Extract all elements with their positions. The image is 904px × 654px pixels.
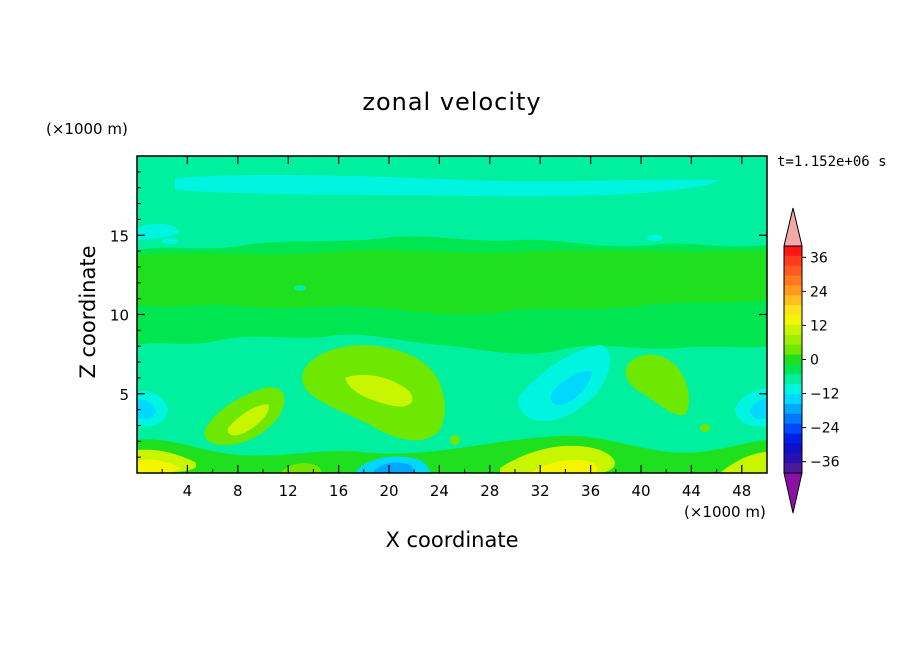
contour-left-jet-core	[227, 404, 269, 436]
colorbar-label: 0	[810, 353, 819, 369]
contour-left-negative-core	[137, 399, 156, 420]
colorbar-swatch	[784, 384, 802, 395]
x-tick-label: 20	[379, 482, 398, 500]
contour-upper-cyan-left	[137, 223, 180, 240]
x-tick-label: 36	[581, 482, 600, 500]
x-tick-label: 40	[631, 482, 650, 500]
x-tick-label: 28	[480, 482, 499, 500]
x-tick-label: 16	[329, 482, 348, 500]
contour-speck	[450, 435, 460, 445]
colorbar: 36 24 12 0 −12 −24 −36	[783, 207, 840, 514]
contour-speck	[700, 424, 710, 432]
colorbar-swatch	[784, 246, 802, 257]
y-tick-label: 10	[110, 307, 129, 325]
colorbar-swatch	[784, 403, 802, 415]
contour-mid-band	[137, 250, 767, 315]
y-tick-label: 15	[110, 227, 129, 245]
colorbar-swatch	[784, 413, 802, 425]
contour-bottom-negative-core	[372, 462, 414, 473]
colorbar-swatch	[784, 364, 802, 375]
colorbar-label: 24	[810, 284, 828, 300]
contour-speck	[162, 238, 178, 244]
x-ticks: 4 8 12 16 20 24 28 32 36 40 44 48	[161, 156, 751, 500]
colorbar-swatch	[784, 394, 802, 405]
colorbar-extend-bottom	[783, 472, 803, 514]
y-unit-label: (×1000 m)	[46, 120, 128, 138]
colorbar-swatch	[784, 324, 802, 336]
x-tick-label: 12	[279, 482, 298, 500]
contour-bottom-left-positive-core	[137, 459, 180, 473]
colorbar-swatch	[784, 433, 802, 444]
contour-right-edge-negative-core	[750, 398, 767, 420]
colorbar-swatch	[784, 463, 802, 474]
contour-speck	[647, 235, 663, 241]
x-tick-label: 4	[183, 482, 193, 500]
colorbar-label: 12	[810, 318, 828, 334]
colorbar-swatch	[784, 423, 802, 435]
contour-right-negative-core	[550, 371, 592, 406]
colorbar-swatch	[784, 453, 802, 464]
colorbar-swatch	[784, 265, 802, 277]
y-tick-label: 5	[119, 386, 129, 404]
colorbar-swatch	[784, 344, 802, 356]
contour-speck	[294, 285, 306, 291]
x-axis-label: X coordinate	[385, 528, 519, 552]
contour-bottom-right-core	[530, 459, 598, 473]
colorbar-swatch	[784, 443, 802, 454]
colorbar-swatch	[784, 334, 802, 346]
x-unit-label: (×1000 m)	[684, 503, 766, 521]
colorbar-label: 36	[810, 250, 828, 266]
x-tick-label: 32	[531, 482, 550, 500]
contour-right-positive	[625, 354, 690, 416]
colorbar-swatch	[784, 374, 802, 385]
colorbar-swatch	[784, 255, 802, 267]
colorbar-swatch	[784, 285, 802, 296]
y-axis-label: Z coordinate	[76, 245, 100, 379]
y-ticks: 5 10 15	[110, 171, 767, 458]
colorbar-swatch	[784, 305, 802, 316]
colorbar-label: −12	[810, 387, 840, 403]
contour-bottom-far-right	[720, 452, 767, 473]
contour-central-positive-core	[345, 374, 413, 407]
contour-bottom-mid-positive	[280, 463, 322, 473]
colorbar-extend-top	[783, 207, 803, 247]
colorbar-swatch	[784, 275, 802, 286]
x-tick-label: 24	[430, 482, 449, 500]
x-tick-label: 48	[732, 482, 751, 500]
x-tick-label: 44	[682, 482, 701, 500]
colorbar-swatch	[784, 295, 802, 306]
colorbar-swatch	[784, 315, 802, 326]
contour-upper-band	[137, 156, 767, 250]
contour-upper-cyan	[175, 174, 720, 197]
contour-field	[137, 156, 767, 473]
chart-title: zonal velocity	[362, 88, 542, 116]
contour-lower-cyan	[137, 334, 767, 473]
colorbar-label: −24	[810, 421, 840, 437]
colorbar-label: −36	[810, 455, 840, 471]
x-tick-label: 8	[233, 482, 243, 500]
time-stamp: t=1.152e+06 s	[777, 154, 887, 170]
colorbar-swatch	[784, 354, 802, 365]
